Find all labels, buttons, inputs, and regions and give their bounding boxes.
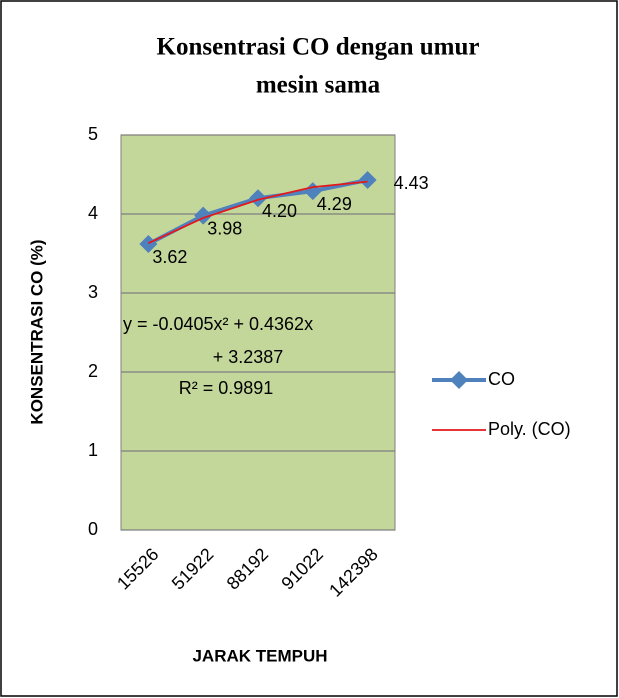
trend-equation: R² = 0.9891: [179, 378, 274, 398]
legend-label: Poly. (CO): [488, 419, 571, 439]
y-tick-label: 3: [88, 282, 98, 302]
marker: [139, 235, 158, 254]
chart-title: Konsentrasi CO dengan umur: [157, 34, 480, 61]
data-label: 4.29: [317, 194, 352, 214]
data-label: 3.98: [207, 218, 242, 238]
trend-equation: y = -0.0405x² + 0.4362x: [123, 314, 313, 334]
data-label: 3.62: [152, 247, 187, 267]
y-tick-label: 0: [88, 519, 98, 539]
y-axis-title: KONSENTRASI CO (%): [27, 239, 46, 424]
data-label: 4.20: [262, 201, 297, 221]
marker: [358, 171, 377, 190]
data-label: 4.43: [394, 173, 429, 193]
legend-label: CO: [488, 369, 515, 389]
y-tick-label: 5: [88, 124, 98, 144]
trend-equation: + 3.2387: [213, 347, 284, 367]
chart-title: mesin sama: [256, 72, 381, 99]
y-tick-label: 2: [88, 361, 98, 381]
y-tick-label: 4: [88, 203, 98, 223]
trend-line: [148, 180, 368, 245]
legend-marker: [450, 371, 468, 389]
marker: [249, 189, 267, 208]
y-tick-label: 1: [88, 440, 98, 460]
x-axis-title: JARAK TEMPUH: [192, 646, 327, 665]
